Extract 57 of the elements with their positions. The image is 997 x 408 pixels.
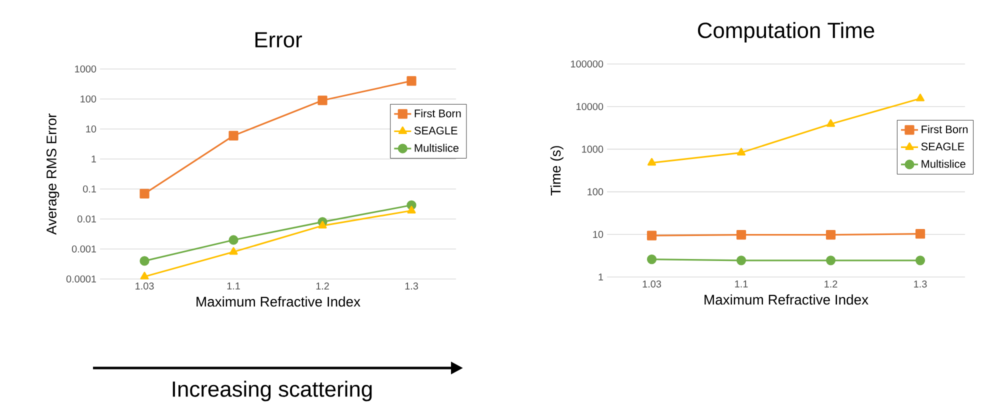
legend-label: Multislice bbox=[414, 144, 459, 152]
x-tick-label: 1.3 bbox=[914, 280, 927, 288]
x-axis-title: Maximum Refractive Index bbox=[704, 294, 868, 305]
point bbox=[916, 94, 925, 102]
point bbox=[915, 229, 926, 239]
y-tick-label: 1000 bbox=[75, 65, 96, 73]
x-tick-label: 1.03 bbox=[642, 280, 662, 288]
text: Increasing scattering bbox=[172, 380, 372, 402]
y-tick-label: 100 bbox=[588, 188, 604, 196]
y-tick-label: 10000 bbox=[576, 103, 604, 110]
y-tick-label: 0.01 bbox=[77, 215, 96, 223]
point bbox=[915, 256, 926, 266]
point bbox=[736, 230, 746, 240]
point bbox=[646, 254, 657, 264]
legend-label: Multislice bbox=[922, 160, 966, 168]
y-tick-label: 10 bbox=[593, 230, 604, 238]
y-tick-label: 100 bbox=[80, 95, 96, 103]
point bbox=[140, 188, 150, 198]
x-tick-label: 1.1 bbox=[227, 282, 240, 290]
x-axis-title: Maximum Refractive Index bbox=[196, 296, 360, 307]
x-tick-label: 1.1 bbox=[735, 280, 748, 288]
chart-title: Error bbox=[255, 32, 302, 48]
point bbox=[318, 96, 328, 106]
x-tick-label: 1.2 bbox=[316, 282, 329, 290]
point bbox=[406, 76, 416, 86]
legend-label: SEAGLE bbox=[414, 126, 458, 134]
y-axis-title: Average RMS Error bbox=[46, 114, 60, 235]
chart-title: Computation Time bbox=[698, 22, 874, 42]
y-tick-label: 0.1 bbox=[83, 185, 96, 193]
y-tick-label: 0.001 bbox=[72, 245, 96, 253]
y-tick-label: 1 bbox=[598, 274, 604, 280]
y-tick-label: 10 bbox=[86, 125, 96, 133]
y-tick-label: 0.0001 bbox=[66, 275, 96, 283]
x-tick-label: 1.2 bbox=[824, 280, 838, 288]
point bbox=[229, 247, 238, 255]
point bbox=[737, 148, 746, 156]
y-tick-label: 100000 bbox=[571, 60, 604, 68]
point bbox=[407, 206, 416, 214]
point bbox=[228, 130, 238, 140]
point bbox=[140, 256, 150, 266]
legend-label: First Born bbox=[414, 109, 461, 118]
point bbox=[826, 230, 836, 240]
point bbox=[826, 119, 836, 127]
legend-label: First Born bbox=[922, 125, 968, 134]
x-tick-label: 1.03 bbox=[136, 282, 154, 290]
point bbox=[646, 230, 657, 240]
point bbox=[826, 256, 836, 266]
point bbox=[228, 235, 238, 245]
y-tick-label: 1000 bbox=[582, 146, 604, 153]
x-tick-label: 1.3 bbox=[405, 282, 418, 290]
point bbox=[140, 272, 149, 280]
point bbox=[736, 256, 746, 266]
y-axis-title: Time (s) bbox=[550, 146, 564, 196]
point bbox=[318, 220, 327, 228]
point bbox=[648, 158, 656, 166]
legend-label: SEAGLE bbox=[921, 142, 964, 150]
y-tick-label: 1 bbox=[92, 156, 96, 162]
